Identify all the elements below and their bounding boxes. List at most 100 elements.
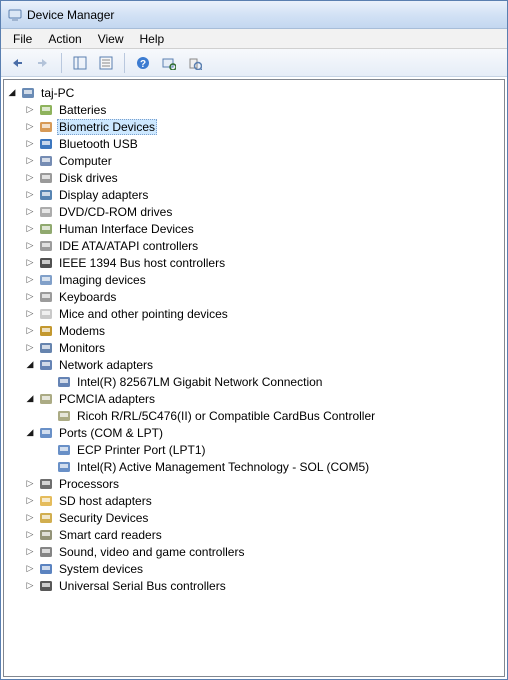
node-label[interactable]: Security Devices (57, 511, 150, 525)
device-category[interactable]: ▷ SD host adapters (24, 492, 502, 509)
node-label[interactable]: Batteries (57, 103, 108, 117)
smartcard-icon (38, 527, 54, 543)
node-label[interactable]: Intel(R) 82567LM Gigabit Network Connect… (75, 375, 324, 389)
device-item[interactable]: Intel(R) 82567LM Gigabit Network Connect… (42, 373, 502, 390)
device-category[interactable]: ▷ Universal Serial Bus controllers (24, 577, 502, 594)
expand-toggle[interactable]: ▷ (24, 274, 36, 286)
device-category[interactable]: ▷ Human Interface Devices (24, 220, 502, 237)
device-item[interactable]: Ricoh R/RL/5C476(II) or Compatible CardB… (42, 407, 502, 424)
collapse-toggle[interactable]: ◢ (6, 87, 18, 99)
node-label[interactable]: DVD/CD-ROM drives (57, 205, 174, 219)
menu-file[interactable]: File (5, 30, 40, 48)
node-label[interactable]: Imaging devices (57, 273, 148, 287)
expand-toggle[interactable]: ▷ (24, 478, 36, 490)
device-item[interactable]: ECP Printer Port (LPT1) (42, 441, 502, 458)
device-category[interactable]: ▷ Biometric Devices (24, 118, 502, 135)
node-label[interactable]: Smart card readers (57, 528, 164, 542)
expand-toggle[interactable]: ▷ (24, 325, 36, 337)
expand-toggle[interactable]: ▷ (24, 104, 36, 116)
collapse-toggle[interactable]: ◢ (24, 393, 36, 405)
device-category[interactable]: ◢ Network adapters (24, 356, 502, 373)
device-item[interactable]: Intel(R) Active Management Technology - … (42, 458, 502, 475)
menu-action[interactable]: Action (40, 30, 89, 48)
node-label[interactable]: Keyboards (57, 290, 118, 304)
node-label[interactable]: Modems (57, 324, 107, 338)
expand-toggle[interactable]: ▷ (24, 291, 36, 303)
node-label[interactable]: Mice and other pointing devices (57, 307, 230, 321)
expand-toggle[interactable]: ▷ (24, 546, 36, 558)
device-category[interactable]: ▷ DVD/CD-ROM drives (24, 203, 502, 220)
node-label[interactable]: Computer (57, 154, 114, 168)
node-label[interactable]: taj-PC (39, 86, 76, 100)
help-button[interactable]: ? (131, 51, 155, 75)
device-category[interactable]: ▷ Mice and other pointing devices (24, 305, 502, 322)
device-category[interactable]: ▷ Smart card readers (24, 526, 502, 543)
node-label[interactable]: Intel(R) Active Management Technology - … (75, 460, 371, 474)
device-category[interactable]: ▷ IDE ATA/ATAPI controllers (24, 237, 502, 254)
titlebar: Device Manager (1, 1, 507, 29)
expand-toggle[interactable]: ▷ (24, 308, 36, 320)
expand-toggle[interactable]: ▷ (24, 223, 36, 235)
scan-hardware-button[interactable] (157, 51, 181, 75)
node-label[interactable]: PCMCIA adapters (57, 392, 157, 406)
collapse-toggle[interactable]: ◢ (24, 359, 36, 371)
expand-toggle[interactable]: ▷ (24, 495, 36, 507)
expand-toggle[interactable]: ▷ (24, 257, 36, 269)
node-label[interactable]: Biometric Devices (57, 119, 157, 135)
device-category[interactable]: ▷ Processors (24, 475, 502, 492)
device-category[interactable]: ▷ Modems (24, 322, 502, 339)
device-category[interactable]: ▷ IEEE 1394 Bus host controllers (24, 254, 502, 271)
node-label[interactable]: Universal Serial Bus controllers (57, 579, 228, 593)
device-category[interactable]: ◢ PCMCIA adapters (24, 390, 502, 407)
expand-toggle[interactable]: ▷ (24, 155, 36, 167)
device-category[interactable]: ▷ Batteries (24, 101, 502, 118)
device-category[interactable]: ▷ Sound, video and game controllers (24, 543, 502, 560)
show-hide-tree-button[interactable] (68, 51, 92, 75)
expand-toggle[interactable]: ▷ (24, 563, 36, 575)
device-category[interactable]: ▷ Display adapters (24, 186, 502, 203)
node-label[interactable]: Network adapters (57, 358, 155, 372)
node-label[interactable]: Sound, video and game controllers (57, 545, 246, 559)
node-label[interactable]: Human Interface Devices (57, 222, 196, 236)
expand-toggle[interactable]: ▷ (24, 529, 36, 541)
device-category[interactable]: ▷ Monitors (24, 339, 502, 356)
device-category[interactable]: ▷ Security Devices (24, 509, 502, 526)
expand-toggle[interactable]: ▷ (24, 121, 36, 133)
back-button[interactable] (5, 51, 29, 75)
device-category[interactable]: ▷ Computer (24, 152, 502, 169)
node-label[interactable]: System devices (57, 562, 145, 576)
device-tree-pane[interactable]: ◢taj-PC▷Batteries▷Biometric Devices▷Blue… (3, 79, 505, 677)
collapse-toggle[interactable]: ◢ (24, 427, 36, 439)
expand-toggle[interactable]: ▷ (24, 206, 36, 218)
node-label[interactable]: Disk drives (57, 171, 120, 185)
expand-toggle[interactable]: ▷ (24, 240, 36, 252)
menu-view[interactable]: View (90, 30, 132, 48)
device-category[interactable]: ▷ Keyboards (24, 288, 502, 305)
menu-help[interactable]: Help (132, 30, 173, 48)
node-label[interactable]: ECP Printer Port (LPT1) (75, 443, 207, 457)
expand-toggle[interactable]: ▷ (24, 342, 36, 354)
expand-toggle[interactable]: ▷ (24, 580, 36, 592)
device-category[interactable]: ◢ Ports (COM & LPT) (24, 424, 502, 441)
device-category[interactable]: ▷ Bluetooth USB (24, 135, 502, 152)
root-computer-node[interactable]: ◢ taj-PC (6, 84, 502, 101)
node-label[interactable]: IDE ATA/ATAPI controllers (57, 239, 200, 253)
expand-toggle[interactable]: ▷ (24, 512, 36, 524)
expand-toggle[interactable]: ▷ (24, 172, 36, 184)
device-category[interactable]: ▷ System devices (24, 560, 502, 577)
device-category[interactable]: ▷ Imaging devices (24, 271, 502, 288)
node-label[interactable]: Monitors (57, 341, 107, 355)
node-label[interactable]: Ricoh R/RL/5C476(II) or Compatible CardB… (75, 409, 377, 423)
node-label[interactable]: Ports (COM & LPT) (57, 426, 165, 440)
node-label[interactable]: IEEE 1394 Bus host controllers (57, 256, 227, 270)
node-label[interactable]: Bluetooth USB (57, 137, 140, 151)
show-hidden-button[interactable] (183, 51, 207, 75)
expand-toggle[interactable]: ▷ (24, 189, 36, 201)
node-label[interactable]: SD host adapters (57, 494, 154, 508)
node-label[interactable]: Processors (57, 477, 121, 491)
device-category[interactable]: ▷ Disk drives (24, 169, 502, 186)
forward-button[interactable] (31, 51, 55, 75)
expand-toggle[interactable]: ▷ (24, 138, 36, 150)
node-label[interactable]: Display adapters (57, 188, 150, 202)
properties-button[interactable] (94, 51, 118, 75)
